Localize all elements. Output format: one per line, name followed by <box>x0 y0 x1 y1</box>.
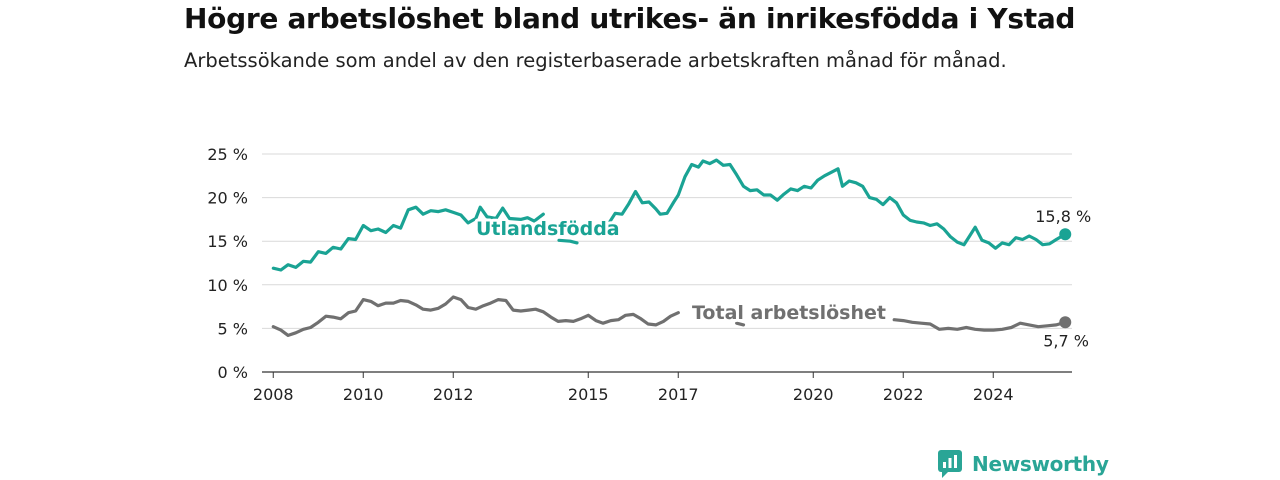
newsworthy-logo-icon <box>938 450 962 478</box>
series-line-total <box>892 318 1067 332</box>
series-name-label: Utlandsfödda <box>476 218 620 240</box>
chart-subtitle: Arbetssökande som andel av den registerb… <box>184 49 1007 72</box>
brand-name: Newsworthy <box>972 452 1109 476</box>
series-line-total <box>271 295 680 337</box>
series-line-total <box>735 321 746 327</box>
series-end-label: 5,7 % <box>1043 331 1089 350</box>
series-name-label: Total arbetslöshet <box>692 302 886 324</box>
gridlines <box>262 153 1072 373</box>
series-name-halo: Total arbetslöshet <box>692 302 886 324</box>
series-line-utlandsfodda <box>271 205 545 272</box>
series-name-halo: Utlandsfödda <box>476 218 620 240</box>
y-tick-label: 15 % <box>207 232 248 251</box>
chart-title: Högre arbetslöshet bland utrikes- än inr… <box>184 2 1076 35</box>
series-line-utlandsfodda <box>600 158 1067 250</box>
x-tick-label: 2015 <box>568 385 609 404</box>
y-tick-label: 25 % <box>207 145 248 164</box>
x-tick-label: 2020 <box>793 385 834 404</box>
x-axis: 2008 2010 2012 2015 2017 2020 2022 2024 <box>253 372 1014 404</box>
series-end-point <box>1059 316 1072 329</box>
y-tick-label: 5 % <box>218 319 248 338</box>
x-tick-label: 2022 <box>883 385 924 404</box>
series-end-label: 15,8 % <box>1035 207 1091 226</box>
brand-logo[interactable]: Newsworthy <box>938 448 1109 480</box>
x-tick-label: 2024 <box>973 385 1014 404</box>
x-tick-label: 2010 <box>343 385 384 404</box>
y-tick-label: 0 % <box>218 363 248 382</box>
x-tick-label: 2017 <box>658 385 699 404</box>
series-lines <box>271 158 1072 337</box>
x-tick-label: 2012 <box>433 385 474 404</box>
y-tick-label: 20 % <box>207 189 248 208</box>
series-end-point <box>1059 228 1072 241</box>
y-axis: 0 % 5 % 10 % 15 % 20 % 25 % <box>207 145 248 382</box>
y-tick-label: 10 % <box>207 276 248 295</box>
x-tick-label: 2008 <box>253 385 294 404</box>
series-line-utlandsfodda <box>557 238 579 245</box>
